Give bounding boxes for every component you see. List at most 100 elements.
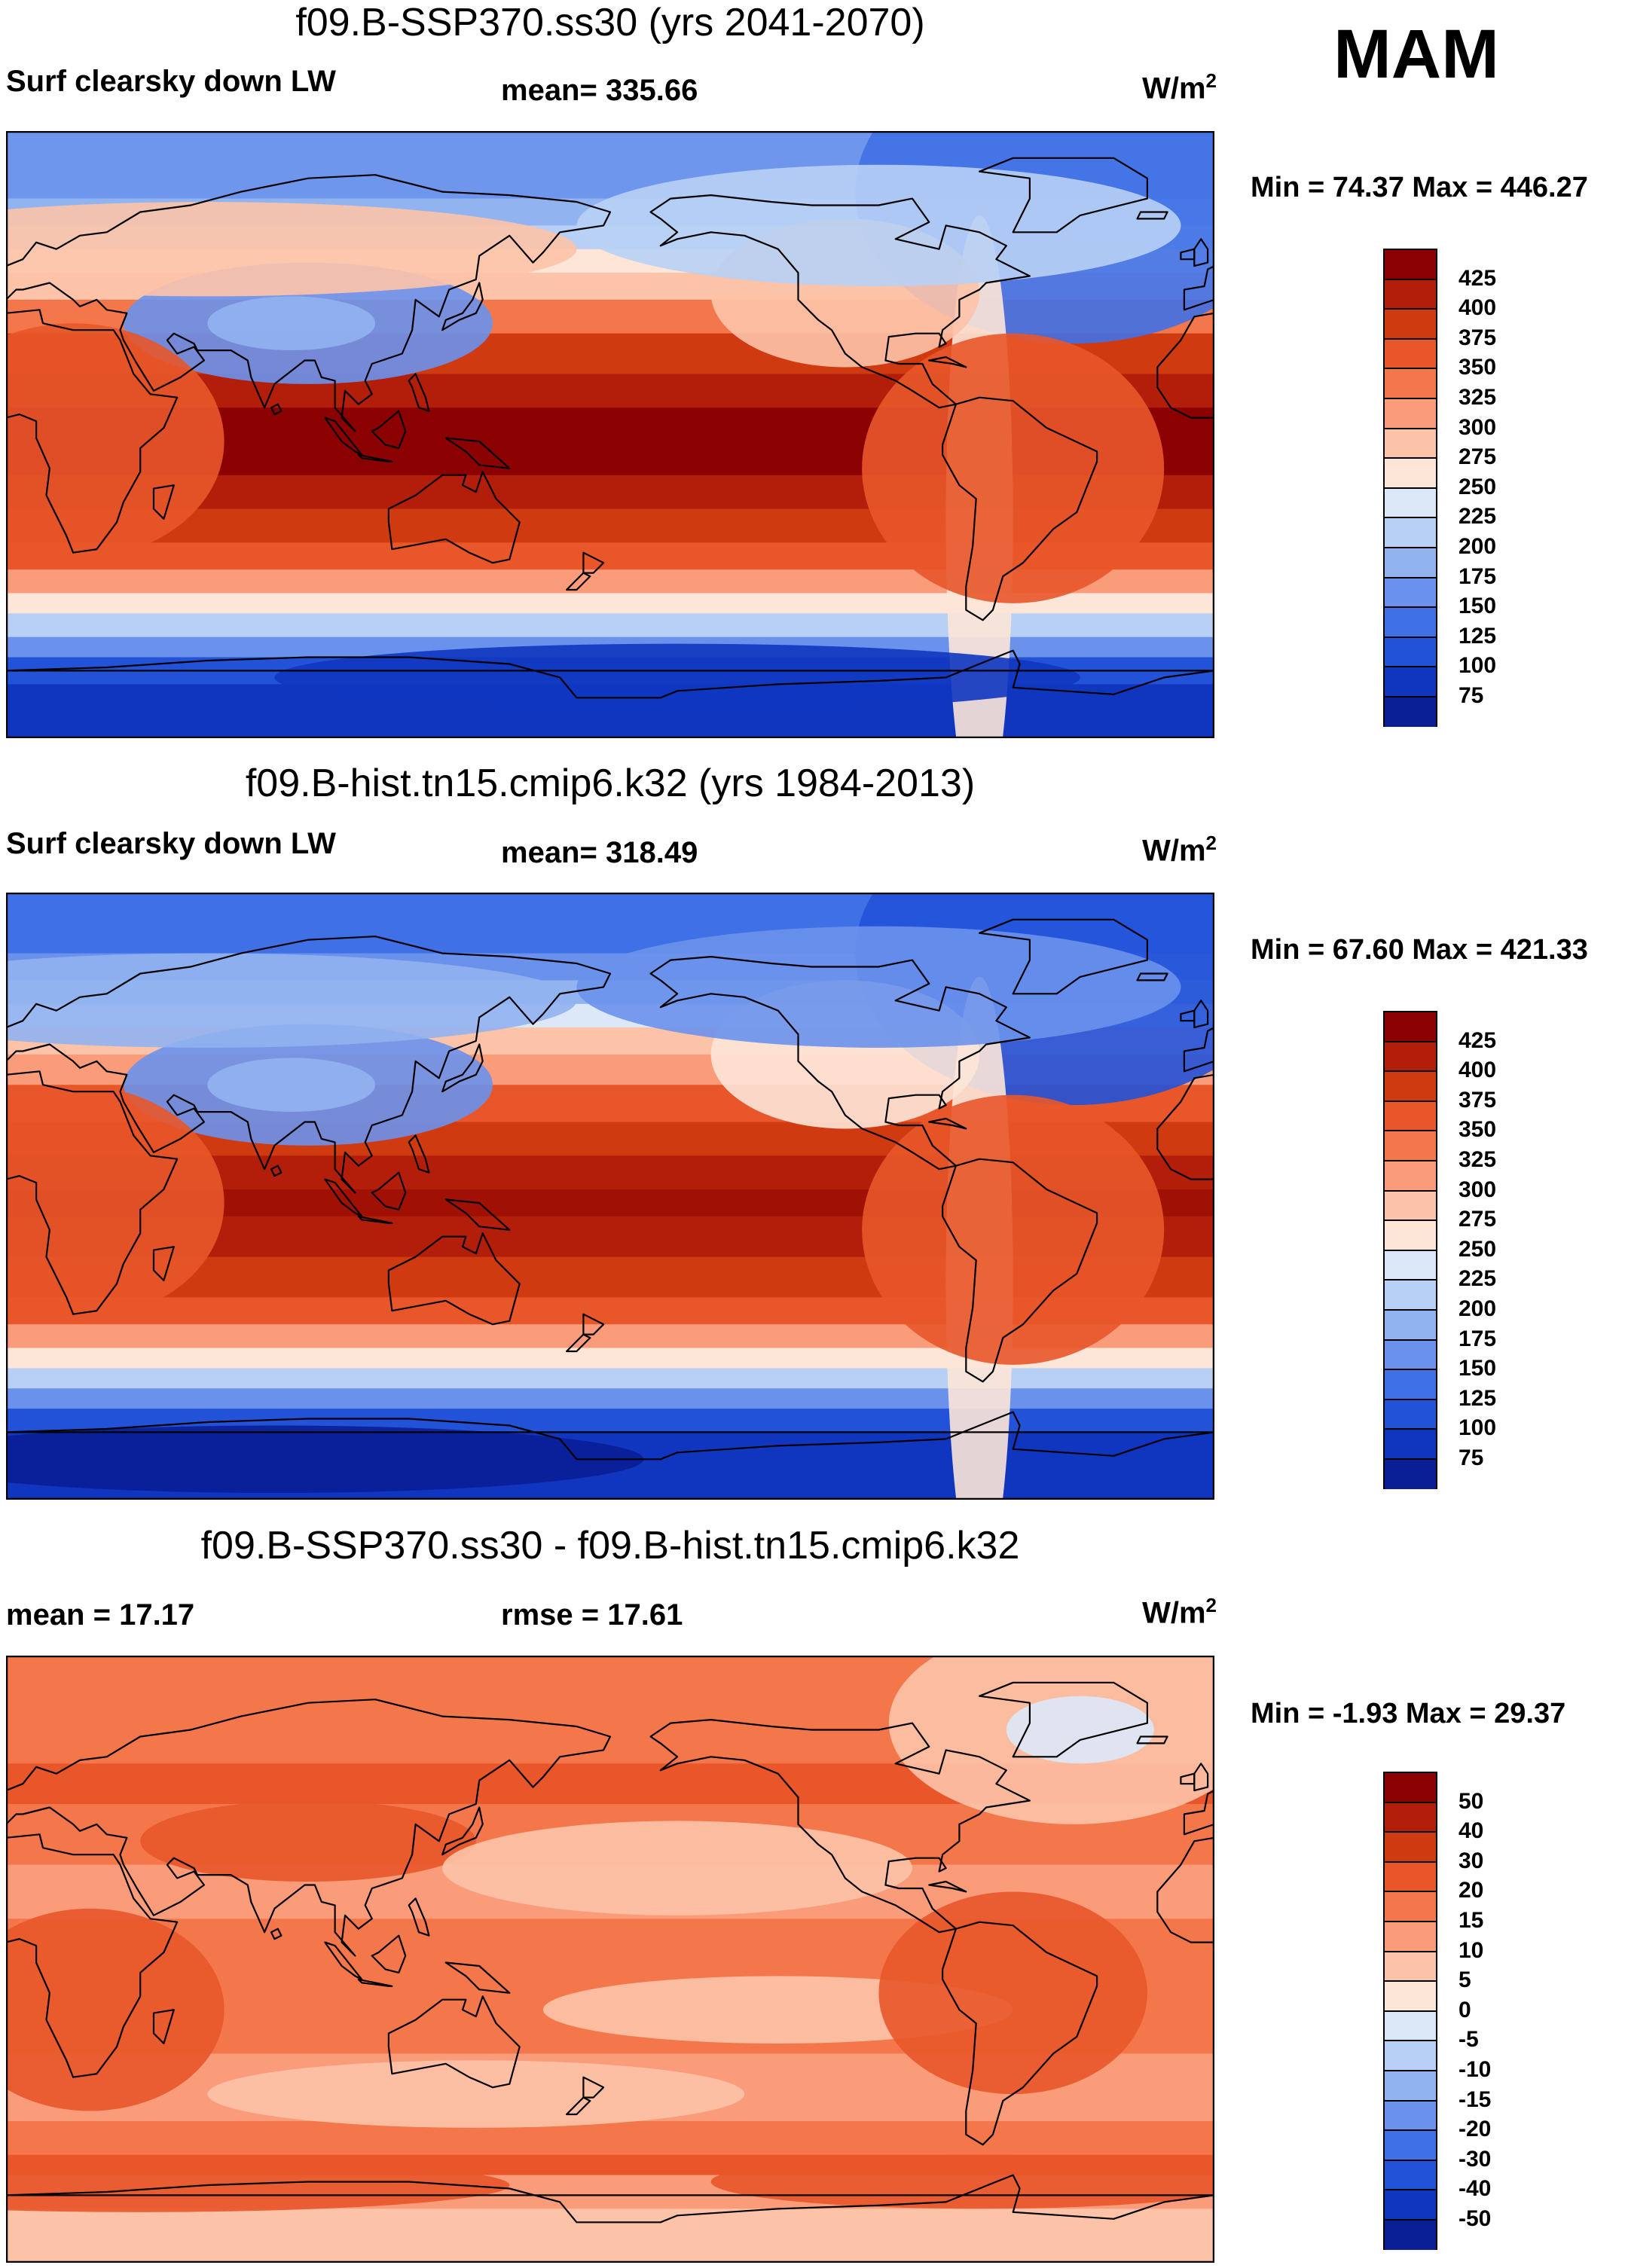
colorbar-label: 400 <box>1459 1058 1497 1083</box>
colorbar-swatch <box>1383 1070 1437 1101</box>
colorbar-swatch <box>1383 249 1437 279</box>
coastline <box>928 1880 967 1893</box>
coastline <box>324 417 363 456</box>
contour-band <box>6 1388 1214 1410</box>
colorbar-label: -40 <box>1459 2176 1492 2202</box>
panel-1-colorbar: 425 400 375 350 325 300 275 250 225 200 175 150 125 1… <box>1383 249 1496 728</box>
colorbar-swatch <box>1383 696 1437 727</box>
coastline <box>270 1928 283 1940</box>
coastline <box>408 1134 430 1174</box>
panel-2-minmax: Min = 67.60 Max = 421.33 <box>1251 934 1588 966</box>
coastline <box>928 356 967 368</box>
colorbar-swatch <box>1383 1160 1437 1191</box>
coastline <box>1183 1027 1214 1073</box>
colorbar-swatch <box>1383 337 1437 369</box>
coastline <box>6 936 612 1194</box>
coastline <box>444 1961 511 1994</box>
coastline <box>270 403 283 416</box>
colorbar-swatch <box>1383 1891 1437 1922</box>
coastline <box>1183 265 1214 311</box>
contour-feature <box>207 296 376 351</box>
coastline <box>649 1718 1031 1934</box>
colorbar-label: 300 <box>1459 414 1497 440</box>
colorbar-swatch <box>1383 2099 1437 2131</box>
season-label: MAM <box>1333 16 1499 93</box>
coastline <box>1156 1836 1214 1943</box>
colorbar-swatch <box>1383 1219 1437 1250</box>
coastline <box>1180 1009 1196 1022</box>
colorbar-swatch <box>1383 308 1437 339</box>
colorbar-swatch <box>1383 1801 1437 1833</box>
contour-band <box>6 2208 1214 2263</box>
coastline <box>324 1941 363 1980</box>
colorbar-swatch <box>1383 1950 1437 1982</box>
coastline <box>1180 248 1196 261</box>
colorbar-label: -30 <box>1459 2146 1492 2172</box>
map-frame <box>6 131 1214 738</box>
coastline <box>1136 972 1168 981</box>
panel-1-title: f09.B-SSP370.ss30 (yrs 2041-2070) <box>295 1 925 44</box>
contour-feature <box>140 1800 476 1882</box>
colorbar-swatch <box>1383 1249 1437 1281</box>
colorbar-swatch <box>1383 2070 1437 2101</box>
coastline <box>1136 1735 1168 1744</box>
colorbar-label: 225 <box>1459 504 1497 530</box>
coastline <box>565 572 591 591</box>
colorbar-label: 300 <box>1459 1177 1497 1202</box>
colorbar-swatch <box>1383 576 1437 608</box>
panel-3-mean-label: mean = 17.17 <box>6 1598 195 1632</box>
coastline <box>1156 312 1214 419</box>
panel-3-map <box>6 1656 1214 2263</box>
coastline <box>444 437 511 469</box>
colorbar-swatch <box>1383 278 1437 310</box>
colorbar-label: 75 <box>1459 1445 1484 1470</box>
colorbar-label: 50 <box>1459 1788 1484 1814</box>
colorbar-label: 200 <box>1459 534 1497 559</box>
contour-feature <box>862 333 1165 603</box>
colorbar-label: 425 <box>1459 1027 1497 1053</box>
panel-2-map <box>6 893 1214 1500</box>
colorbar-swatch <box>1383 666 1437 697</box>
colorbar-label: 0 <box>1459 1997 1471 2022</box>
contour-feature <box>576 926 1181 1048</box>
coastline <box>6 2174 1214 2224</box>
contour-feature <box>6 202 577 297</box>
coastline <box>357 1978 393 1987</box>
colorbar-label: 175 <box>1459 563 1497 589</box>
coastline <box>565 1333 591 1353</box>
coastline <box>441 282 484 331</box>
colorbar-swatch <box>1383 368 1437 398</box>
coastline <box>649 194 1031 409</box>
coastline <box>582 2076 605 2099</box>
coastline <box>6 649 1214 699</box>
contour-band <box>6 1368 1214 1390</box>
coastline <box>387 1995 521 2089</box>
map-svg <box>6 131 1214 738</box>
colorbar-label: 250 <box>1459 1236 1497 1262</box>
colorbar-label: 375 <box>1459 1087 1497 1113</box>
colorbar-label: 400 <box>1459 295 1497 321</box>
coastline <box>387 1232 521 1326</box>
coastline <box>444 1198 511 1231</box>
coastline <box>408 1897 430 1937</box>
colorbar-swatch <box>1383 1369 1437 1400</box>
panel-1-map <box>6 131 1214 738</box>
contour-feature <box>862 1094 1165 1365</box>
colorbar-swatch <box>1383 1428 1437 1459</box>
colorbar-swatch <box>1383 2189 1437 2220</box>
colorbar-swatch <box>1383 1398 1437 1430</box>
contour-feature <box>6 1908 225 2111</box>
panel-1-minmax: Min = 74.37 Max = 446.27 <box>1251 172 1588 203</box>
colorbar-swatch <box>1383 2010 1437 2041</box>
map-svg <box>6 1656 1214 2263</box>
colorbar-swatch <box>1383 1831 1437 1862</box>
coastline <box>1156 1073 1214 1180</box>
coastline <box>6 1070 179 1315</box>
colorbar-swatch <box>1383 398 1437 429</box>
colorbar-swatch <box>1383 517 1437 548</box>
colorbar-label: 175 <box>1459 1326 1497 1351</box>
colorbar-swatch <box>1383 1011 1437 1042</box>
colorbar-label: 10 <box>1459 1937 1484 1963</box>
colorbar-swatch <box>1383 1130 1437 1161</box>
coastline <box>371 1934 407 1973</box>
